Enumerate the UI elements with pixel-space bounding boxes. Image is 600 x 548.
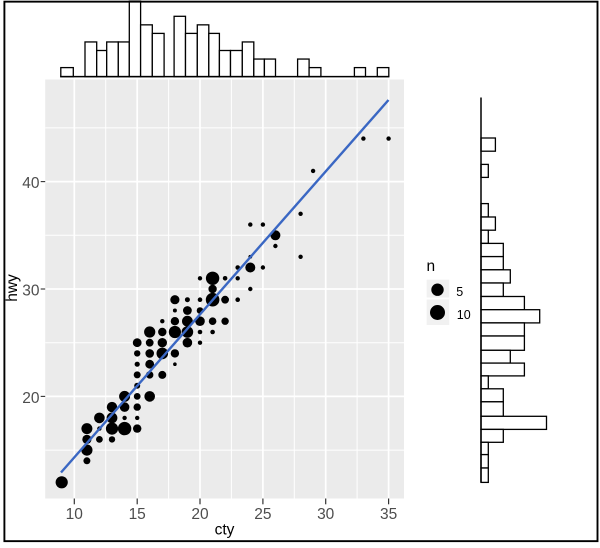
svg-text:20: 20	[191, 506, 209, 523]
svg-text:15: 15	[129, 506, 146, 523]
svg-text:20: 20	[22, 390, 40, 407]
svg-text:hwy: hwy	[4, 274, 21, 302]
svg-text:10: 10	[66, 506, 84, 523]
svg-text:n: n	[427, 258, 436, 275]
svg-text:30: 30	[22, 283, 40, 300]
svg-text:30: 30	[317, 506, 335, 523]
svg-text:10: 10	[457, 308, 471, 322]
svg-text:25: 25	[254, 506, 271, 523]
svg-text:5: 5	[456, 285, 463, 299]
svg-text:cty: cty	[215, 522, 235, 539]
svg-text:35: 35	[380, 506, 397, 523]
svg-text:40: 40	[22, 175, 40, 192]
